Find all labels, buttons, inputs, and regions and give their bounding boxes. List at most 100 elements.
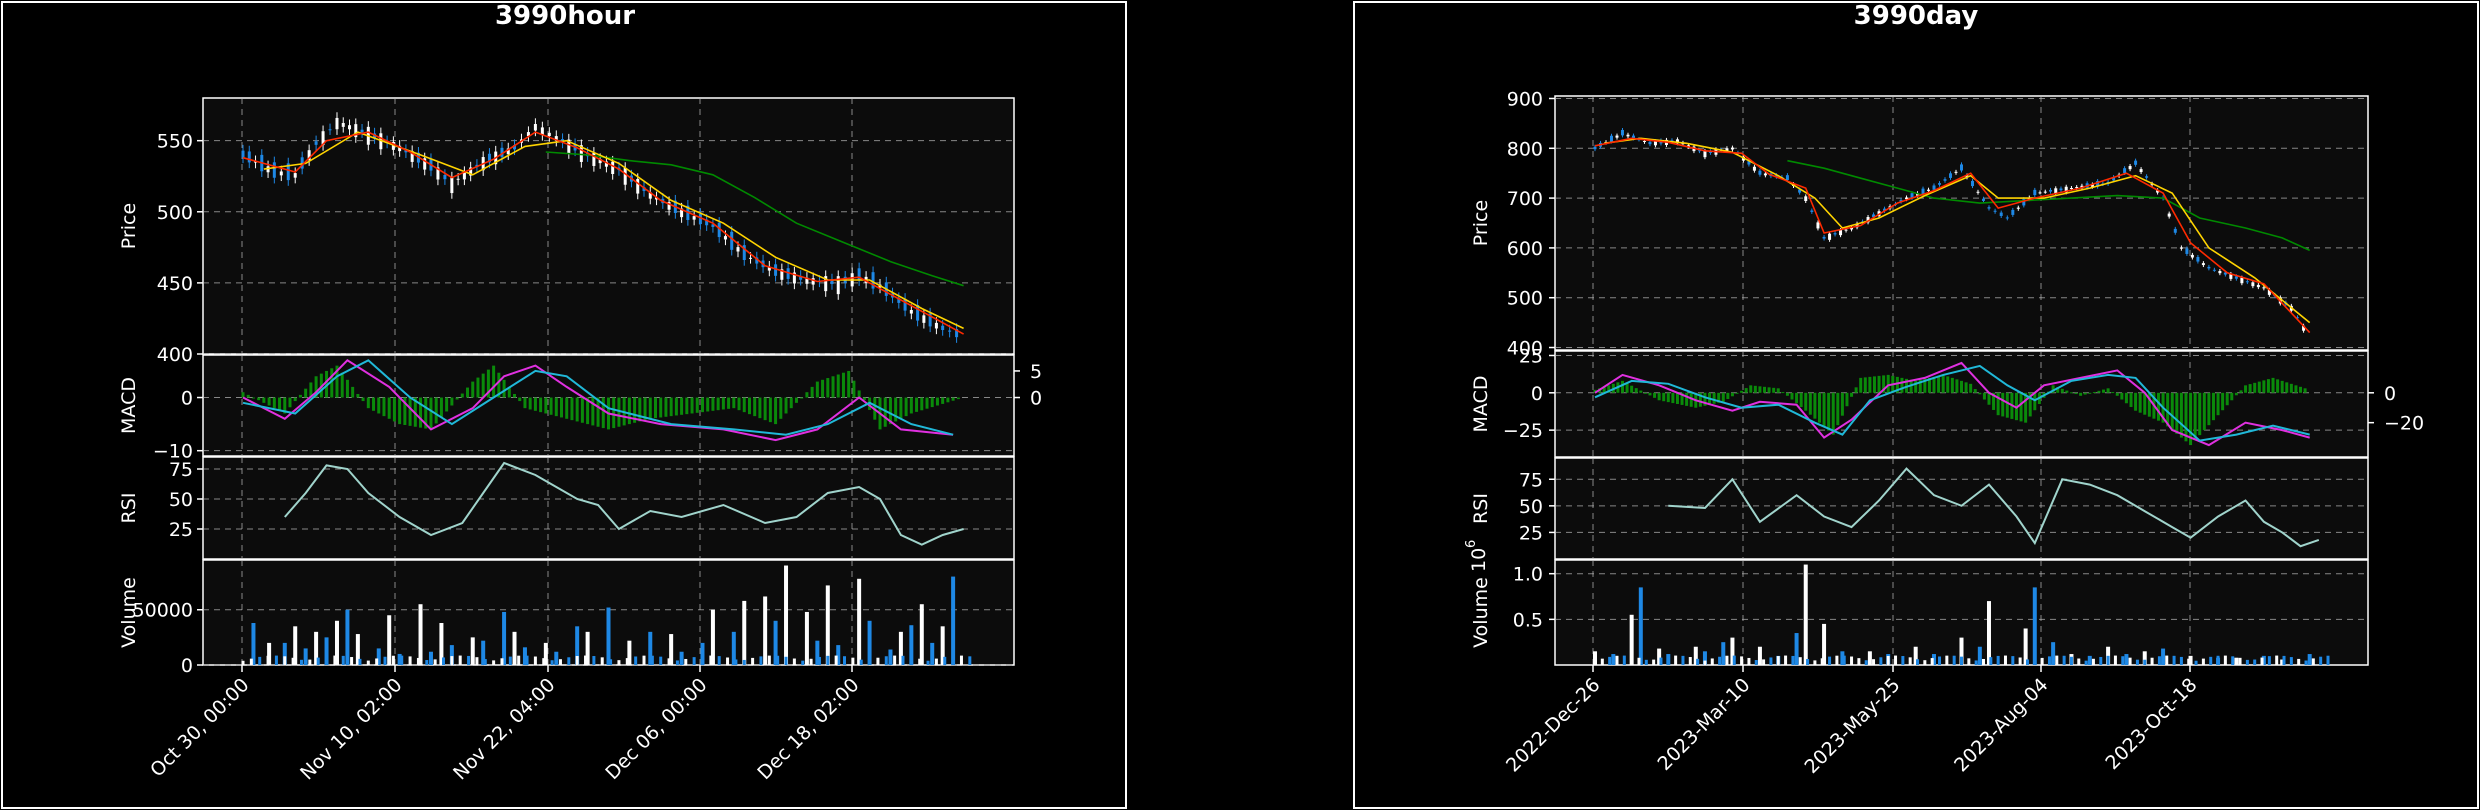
candle-body — [2223, 272, 2227, 275]
macd-hist-bar — [758, 397, 762, 419]
signal-line — [1594, 364, 2310, 442]
macd-hist-bar — [2102, 389, 2106, 393]
macd-hist-bar — [1630, 385, 1634, 393]
macd-hist-bar — [241, 392, 245, 398]
macd-hist-bar — [2179, 392, 2183, 438]
candle-body — [2090, 184, 2094, 187]
macd-hist-bar — [617, 397, 621, 427]
macd-hist-bar — [2065, 390, 2069, 393]
candle-body — [780, 269, 784, 280]
price-ytick-label: 400 — [157, 344, 193, 366]
volume-bar-base — [1652, 659, 1656, 665]
volume-bar-down — [376, 648, 381, 665]
macd-hist-bar — [883, 397, 887, 427]
volume-bar-base — [1872, 659, 1876, 665]
volume-bar-base — [391, 655, 395, 665]
volume-bar-base — [1798, 657, 1802, 665]
candle-body — [2043, 191, 2047, 193]
macd-hist-bar — [2005, 392, 2009, 418]
candle-body — [1965, 175, 1969, 178]
macd-hist-bar — [450, 397, 454, 406]
rsi-panel — [1554, 457, 2369, 560]
rsi-ytick-label: 50 — [169, 489, 193, 511]
macd-hist-bar — [2170, 392, 2174, 431]
macd-hist-bar — [1969, 383, 1973, 393]
volume-bar-base — [241, 660, 245, 665]
candle-body — [1822, 236, 1826, 239]
macd-hist-bar — [1850, 392, 1854, 397]
candle-body — [824, 276, 828, 292]
macd-hist-bar — [930, 397, 934, 408]
volume-bar-base — [1945, 655, 1949, 665]
volume-bar-base — [291, 657, 295, 665]
candle-body — [1921, 188, 1925, 195]
candle-body — [648, 192, 652, 199]
candle-body — [2302, 325, 2306, 331]
rsi-line — [284, 461, 964, 546]
macd-hist-bar — [800, 397, 804, 399]
macd-hist-bar — [2248, 384, 2252, 393]
volume-bar-base — [2069, 656, 2073, 665]
macd-hist-bar — [1749, 385, 1753, 393]
volume-bar-up — [857, 578, 862, 665]
volume-bar-down — [700, 642, 705, 665]
macd-hist-bar — [836, 374, 840, 398]
volume-bar-base — [1615, 655, 1619, 665]
volume-bar-down — [345, 609, 350, 665]
volume-bar-down — [1611, 654, 1616, 665]
candle-body — [314, 141, 318, 145]
volume-bar-base — [751, 657, 755, 665]
macd-hist-bar — [1607, 385, 1611, 393]
candle-body — [443, 174, 447, 180]
candle-body — [749, 257, 753, 259]
volume-bar-base — [1762, 659, 1766, 665]
volume-bar-down — [1702, 651, 1707, 665]
volume-bar-base — [475, 657, 479, 665]
volume-bar-base — [592, 656, 596, 665]
candle-body — [1747, 161, 1751, 165]
volume-bar-base — [308, 659, 312, 665]
macd-hist-bar — [2289, 383, 2293, 393]
macd-hist-bar — [445, 397, 449, 412]
volume-bar-down — [2087, 655, 2092, 665]
macd-hist-bar — [1886, 374, 1890, 393]
macd-hist-bar — [340, 372, 344, 398]
candle-body — [1785, 175, 1789, 180]
volume-bar-base — [508, 656, 512, 665]
macd-hist-bar — [821, 379, 825, 398]
candle-body — [1626, 134, 1630, 137]
macd-hist-bar — [1795, 392, 1799, 404]
macd-hist-bar — [956, 397, 960, 400]
volume-bar-base — [1666, 656, 1670, 665]
macd-ytick-label: −10 — [153, 441, 193, 463]
ma-mid-line — [1604, 137, 2311, 324]
macd-hist-bar — [539, 397, 543, 413]
volume-bar-base — [1974, 660, 1978, 665]
rsi-ytick-label: 25 — [1519, 522, 1543, 544]
candle-body — [692, 216, 696, 220]
volume-bar-base — [909, 656, 913, 665]
volume-bar-base — [325, 656, 329, 665]
volume-bar-base — [558, 659, 562, 665]
candle-body — [1763, 173, 1767, 176]
candle-body — [469, 167, 473, 176]
macd-hist-bar — [513, 393, 517, 398]
volume-bar-base — [726, 657, 730, 665]
volume-bar-base — [776, 655, 780, 665]
macd-hist-bar — [1836, 392, 1840, 426]
macd-hist-bar — [862, 397, 866, 401]
macd-hist-bar — [784, 397, 788, 414]
volume-bar-base — [266, 655, 270, 665]
macd-hist-bar — [497, 372, 501, 398]
macd-hist-bar — [2115, 392, 2119, 396]
volume-bar-base — [667, 658, 671, 665]
macd-hist-bar — [2106, 388, 2110, 393]
volume-bar-base — [642, 655, 646, 665]
volume-bar-base — [2231, 656, 2235, 665]
volume-bar-up — [2023, 628, 2028, 665]
volume-bar-down — [251, 623, 256, 665]
macd-hist-bar — [643, 397, 647, 421]
volume-bar-up — [940, 626, 945, 665]
macd-hist-bar — [1960, 380, 1963, 393]
volume-bar-base — [1696, 658, 1700, 665]
